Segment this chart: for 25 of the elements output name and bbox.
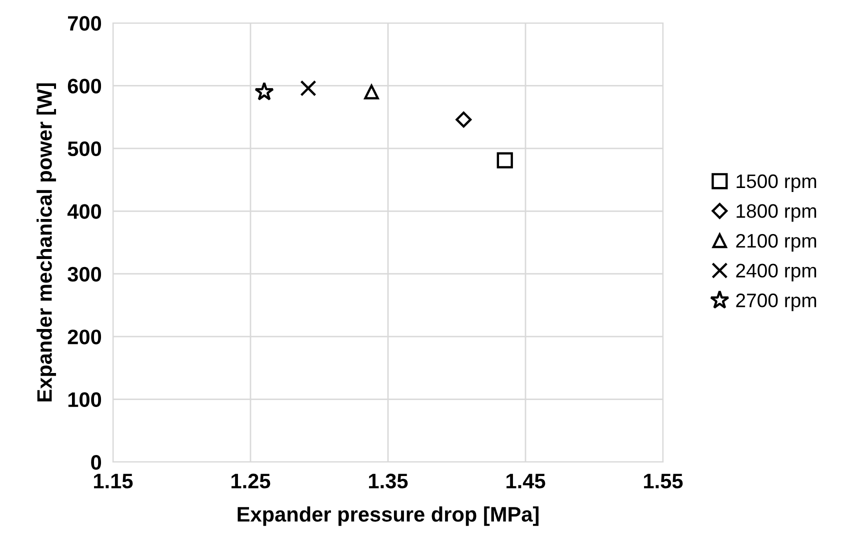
legend-label: 2100 rpm <box>736 234 816 252</box>
y-tick-label: 400 <box>67 204 102 219</box>
x-tick-label: 1.55 <box>644 474 683 488</box>
y-tick-label: 0 <box>91 455 102 470</box>
point <box>364 84 379 100</box>
point <box>496 152 513 168</box>
y-tick-label: 200 <box>68 330 102 344</box>
point <box>456 112 472 128</box>
y-tick-label: 700 <box>68 16 102 31</box>
y-tick-label: 100 <box>68 392 102 408</box>
legend-label: 2400 rpm <box>736 264 816 282</box>
x-tick-label: 1.35 <box>369 474 408 488</box>
x-tick-label: 1.45 <box>506 474 546 488</box>
x-tick-label: 1.25 <box>232 474 270 488</box>
y-axis-title: Expander mechanical power [W] <box>36 83 56 402</box>
y-tick-label: 500 <box>68 141 102 156</box>
x-axis-title: Expander pressure drop [MPa] <box>238 506 538 526</box>
y-tick-label: 600 <box>68 78 102 94</box>
legend-label: 1800 rpm <box>736 204 816 222</box>
point <box>254 82 274 100</box>
y-tick-label: 300 <box>68 266 102 282</box>
legend-label: 1500 rpm <box>736 174 816 192</box>
point <box>300 80 316 96</box>
x-tick-label: 1.15 <box>94 474 133 488</box>
legend-label: 2700 rpm <box>736 294 816 312</box>
